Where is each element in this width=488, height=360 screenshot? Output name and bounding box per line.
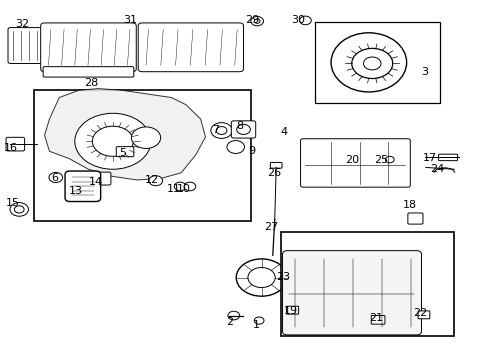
Text: 1: 1 bbox=[253, 320, 260, 330]
Text: 31: 31 bbox=[122, 15, 137, 26]
FancyBboxPatch shape bbox=[8, 28, 42, 63]
Bar bbox=[281, 232, 453, 336]
Text: 12: 12 bbox=[144, 175, 159, 185]
Circle shape bbox=[363, 57, 380, 70]
Bar bbox=[315, 22, 439, 103]
Circle shape bbox=[210, 123, 232, 138]
Circle shape bbox=[183, 182, 195, 191]
FancyBboxPatch shape bbox=[41, 23, 136, 72]
Circle shape bbox=[92, 126, 133, 156]
Text: 26: 26 bbox=[266, 168, 280, 178]
Text: 15: 15 bbox=[6, 198, 20, 208]
Circle shape bbox=[351, 48, 392, 78]
Text: 16: 16 bbox=[3, 143, 18, 153]
Circle shape bbox=[299, 16, 311, 25]
Text: 2: 2 bbox=[226, 317, 233, 327]
Circle shape bbox=[131, 127, 160, 148]
FancyBboxPatch shape bbox=[65, 171, 101, 202]
Text: 7: 7 bbox=[211, 125, 218, 135]
Text: 20: 20 bbox=[344, 155, 358, 165]
FancyBboxPatch shape bbox=[286, 306, 298, 314]
FancyBboxPatch shape bbox=[43, 67, 134, 77]
FancyBboxPatch shape bbox=[231, 121, 255, 138]
Circle shape bbox=[174, 182, 185, 191]
Circle shape bbox=[14, 206, 24, 213]
Circle shape bbox=[216, 127, 226, 134]
Text: 11: 11 bbox=[166, 184, 181, 194]
Text: 22: 22 bbox=[412, 308, 427, 318]
Text: 13: 13 bbox=[69, 186, 83, 196]
FancyBboxPatch shape bbox=[407, 213, 422, 224]
Text: 23: 23 bbox=[276, 272, 290, 282]
Circle shape bbox=[75, 113, 151, 169]
Circle shape bbox=[49, 172, 62, 183]
Text: 10: 10 bbox=[176, 184, 190, 194]
FancyBboxPatch shape bbox=[90, 172, 111, 185]
Circle shape bbox=[250, 17, 263, 26]
Text: 28: 28 bbox=[83, 78, 98, 88]
Text: 21: 21 bbox=[368, 313, 383, 323]
Polygon shape bbox=[44, 89, 205, 180]
Circle shape bbox=[236, 125, 250, 134]
Text: 24: 24 bbox=[429, 164, 443, 174]
FancyBboxPatch shape bbox=[270, 162, 282, 168]
FancyBboxPatch shape bbox=[138, 23, 243, 72]
Circle shape bbox=[227, 311, 239, 320]
Circle shape bbox=[10, 203, 28, 216]
Circle shape bbox=[236, 259, 286, 296]
Text: 29: 29 bbox=[244, 15, 259, 26]
FancyBboxPatch shape bbox=[438, 154, 457, 161]
Text: 30: 30 bbox=[290, 15, 305, 26]
FancyBboxPatch shape bbox=[116, 147, 134, 157]
FancyBboxPatch shape bbox=[300, 139, 409, 187]
Circle shape bbox=[226, 140, 244, 153]
Circle shape bbox=[254, 317, 264, 324]
Circle shape bbox=[254, 19, 260, 23]
Text: 32: 32 bbox=[16, 19, 30, 29]
Text: 6: 6 bbox=[51, 173, 58, 183]
Text: 14: 14 bbox=[88, 177, 102, 187]
Text: 3: 3 bbox=[421, 67, 427, 77]
Text: 25: 25 bbox=[373, 155, 387, 165]
Text: 27: 27 bbox=[264, 222, 278, 231]
FancyBboxPatch shape bbox=[370, 316, 384, 324]
Text: 17: 17 bbox=[422, 153, 436, 163]
FancyBboxPatch shape bbox=[417, 311, 429, 319]
FancyBboxPatch shape bbox=[282, 251, 421, 335]
Circle shape bbox=[247, 267, 275, 288]
Text: 18: 18 bbox=[403, 200, 416, 210]
Text: 19: 19 bbox=[283, 306, 297, 316]
Bar bbox=[34, 90, 250, 221]
FancyBboxPatch shape bbox=[6, 137, 24, 151]
Text: 5: 5 bbox=[119, 148, 126, 158]
Text: 4: 4 bbox=[279, 127, 286, 136]
Circle shape bbox=[385, 156, 393, 163]
Circle shape bbox=[149, 176, 162, 186]
Text: 9: 9 bbox=[248, 146, 255, 156]
Text: 8: 8 bbox=[236, 121, 243, 131]
